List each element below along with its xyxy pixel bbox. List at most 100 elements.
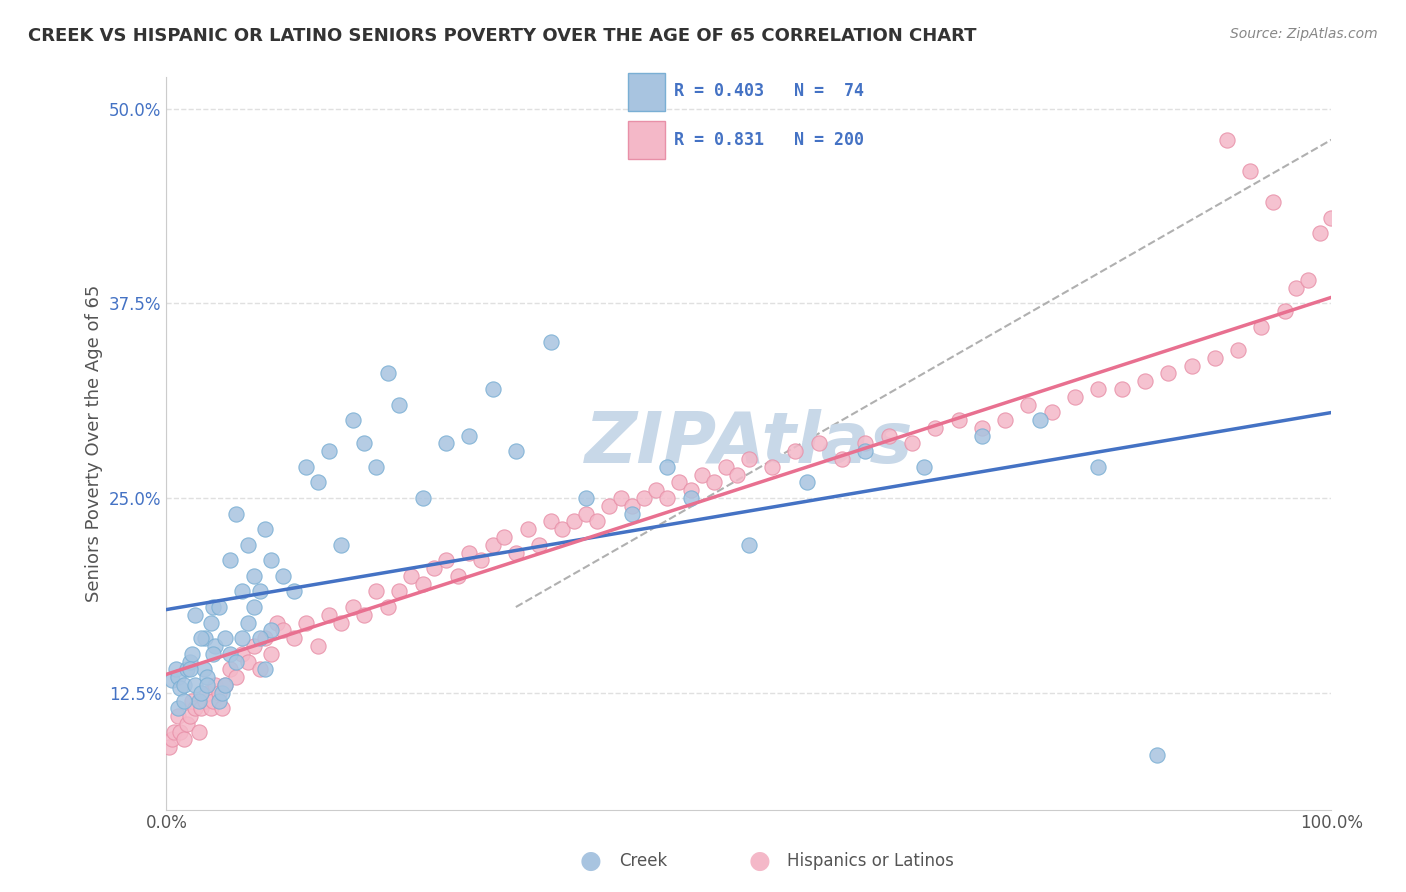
Point xyxy=(271,569,294,583)
Point xyxy=(157,740,180,755)
Point xyxy=(527,538,550,552)
Point xyxy=(201,647,224,661)
Point xyxy=(167,701,190,715)
Point xyxy=(1215,133,1237,147)
Point xyxy=(193,662,215,676)
Point xyxy=(621,499,644,513)
Point xyxy=(194,693,217,707)
Point xyxy=(901,436,924,450)
Point xyxy=(173,693,195,707)
Point xyxy=(219,647,242,661)
Point xyxy=(236,538,259,552)
Point xyxy=(190,701,212,715)
Point xyxy=(1087,459,1109,474)
Point xyxy=(195,678,218,692)
Point xyxy=(1261,195,1284,210)
Point xyxy=(505,545,527,559)
Text: Source: ZipAtlas.com: Source: ZipAtlas.com xyxy=(1230,27,1378,41)
Point xyxy=(412,491,434,505)
Point xyxy=(738,538,761,552)
Text: ZIPAtlas: ZIPAtlas xyxy=(585,409,912,478)
Point xyxy=(924,421,946,435)
Point xyxy=(307,639,329,653)
Point xyxy=(208,693,231,707)
Point xyxy=(307,475,329,490)
Point xyxy=(621,507,644,521)
Point xyxy=(249,631,271,645)
FancyBboxPatch shape xyxy=(628,121,665,159)
Point xyxy=(586,514,609,528)
Point xyxy=(330,538,353,552)
Text: Hispanics or Latinos: Hispanics or Latinos xyxy=(787,852,955,870)
Point xyxy=(785,444,807,458)
Point xyxy=(1146,747,1168,762)
Point xyxy=(169,681,191,695)
Point xyxy=(516,522,538,536)
Point xyxy=(1274,304,1296,318)
Point xyxy=(342,413,364,427)
Point xyxy=(260,553,283,567)
Point xyxy=(204,639,226,653)
Point xyxy=(948,413,970,427)
Point xyxy=(184,678,207,692)
Point xyxy=(633,491,655,505)
Point xyxy=(176,662,198,676)
Point xyxy=(190,631,212,645)
Point xyxy=(260,647,283,661)
Point xyxy=(173,732,195,747)
Point xyxy=(165,662,187,676)
Point xyxy=(225,507,247,521)
Point xyxy=(318,607,340,622)
Point xyxy=(163,724,186,739)
Point xyxy=(179,662,201,676)
Point xyxy=(295,459,318,474)
Point xyxy=(481,382,503,396)
Point xyxy=(283,584,305,599)
Point xyxy=(167,670,190,684)
Point xyxy=(254,631,277,645)
Point xyxy=(1320,211,1343,225)
Point xyxy=(167,709,190,723)
Point xyxy=(1017,398,1039,412)
Point xyxy=(1250,319,1272,334)
Point xyxy=(364,584,387,599)
Point xyxy=(231,647,253,661)
Point xyxy=(714,459,737,474)
Point xyxy=(225,655,247,669)
Point xyxy=(214,678,236,692)
Point xyxy=(266,615,288,630)
Point xyxy=(388,398,411,412)
Point xyxy=(254,522,277,536)
Point xyxy=(176,717,198,731)
Point xyxy=(179,709,201,723)
Point xyxy=(160,732,183,747)
Point xyxy=(377,367,399,381)
Text: Creek: Creek xyxy=(619,852,666,870)
Point xyxy=(1029,413,1052,427)
Point xyxy=(1133,374,1156,388)
Point xyxy=(494,530,516,544)
Point xyxy=(214,678,236,692)
Point xyxy=(200,615,222,630)
Point xyxy=(505,444,527,458)
Point xyxy=(342,600,364,615)
Point xyxy=(970,428,993,442)
Point xyxy=(1285,281,1308,295)
Point xyxy=(377,600,399,615)
Point xyxy=(195,670,218,684)
Point xyxy=(598,499,620,513)
Point xyxy=(575,491,598,505)
Point xyxy=(211,686,233,700)
Point xyxy=(446,569,468,583)
Point xyxy=(188,693,211,707)
Point xyxy=(194,631,217,645)
Point xyxy=(470,553,492,567)
Point xyxy=(1309,226,1331,240)
Point xyxy=(807,436,830,450)
Point xyxy=(181,693,204,707)
Point xyxy=(912,459,935,474)
Point xyxy=(690,467,713,482)
Point xyxy=(195,686,218,700)
Point xyxy=(679,491,702,505)
Point xyxy=(761,459,783,474)
